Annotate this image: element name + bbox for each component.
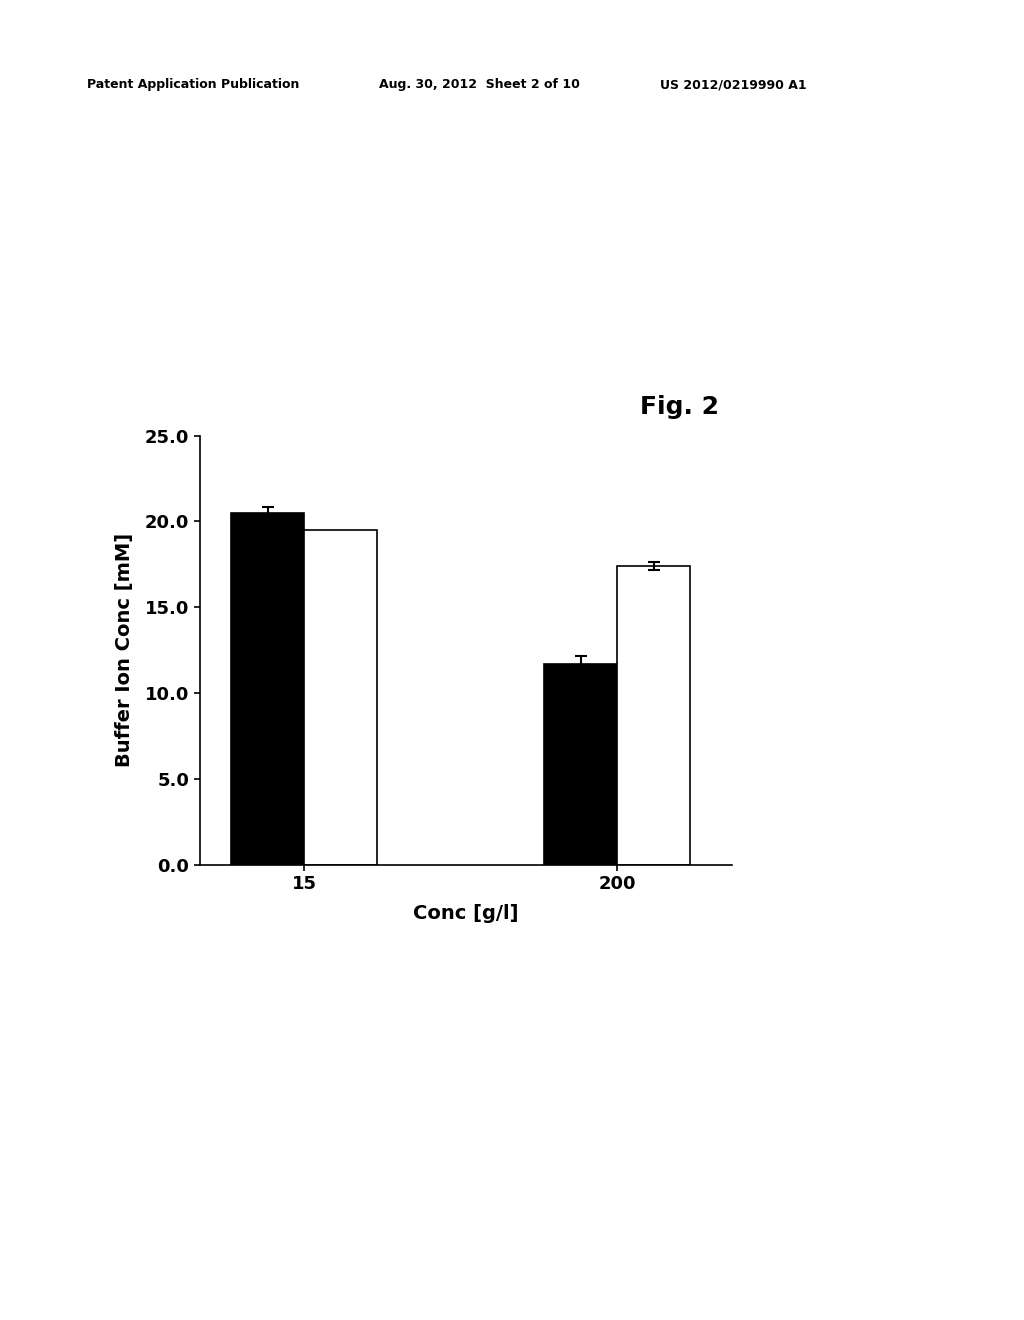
Text: Aug. 30, 2012  Sheet 2 of 10: Aug. 30, 2012 Sheet 2 of 10 [379,78,580,91]
Bar [304,529,377,865]
Y-axis label: Buffer Ion Conc [mM]: Buffer Ion Conc [mM] [115,533,134,767]
Text: Patent Application Publication: Patent Application Publication [87,78,299,91]
Text: Fig. 2: Fig. 2 [640,395,719,418]
Bar [231,513,304,865]
Bar [544,664,617,865]
Bar [617,566,690,865]
Text: US 2012/0219990 A1: US 2012/0219990 A1 [660,78,807,91]
X-axis label: Conc [g/l]: Conc [g/l] [413,904,519,923]
